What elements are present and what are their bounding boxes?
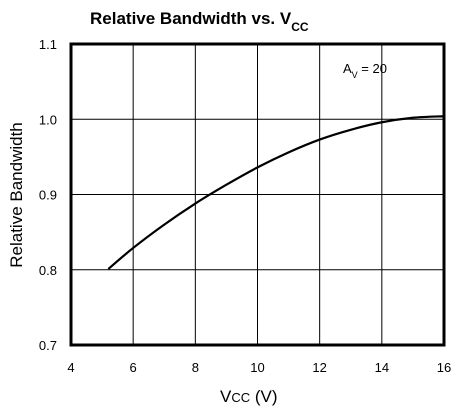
x-tick-label: 12 [312,360,326,375]
y-tick-label: 0.8 [39,263,57,278]
chart-title: Relative Bandwidth vs. VCC [90,9,309,34]
x-axis-label: VCC (V) [220,387,278,406]
x-tick-labels: 4 6 8 10 12 14 16 [67,360,451,375]
y-tick-label: 1.1 [39,37,57,52]
gain-annotation: AV = 20 [343,61,387,80]
y-tick-label: 1.0 [39,112,57,127]
x-tick-label: 6 [130,360,137,375]
x-tick-label: 8 [192,360,199,375]
y-tick-labels: 0.7 0.8 0.9 1.0 1.1 [39,37,57,353]
x-tick-label: 10 [250,360,264,375]
x-tick-label: 4 [67,360,74,375]
plot-frame [69,42,446,347]
series-line [107,115,445,270]
y-tick-label: 0.7 [39,338,57,353]
x-tick-label: 16 [437,360,451,375]
y-tick-label: 0.9 [39,188,57,203]
x-tick-label: 14 [375,360,389,375]
y-axis-label: Relative Bandwidth [7,122,26,268]
grid [70,43,445,346]
